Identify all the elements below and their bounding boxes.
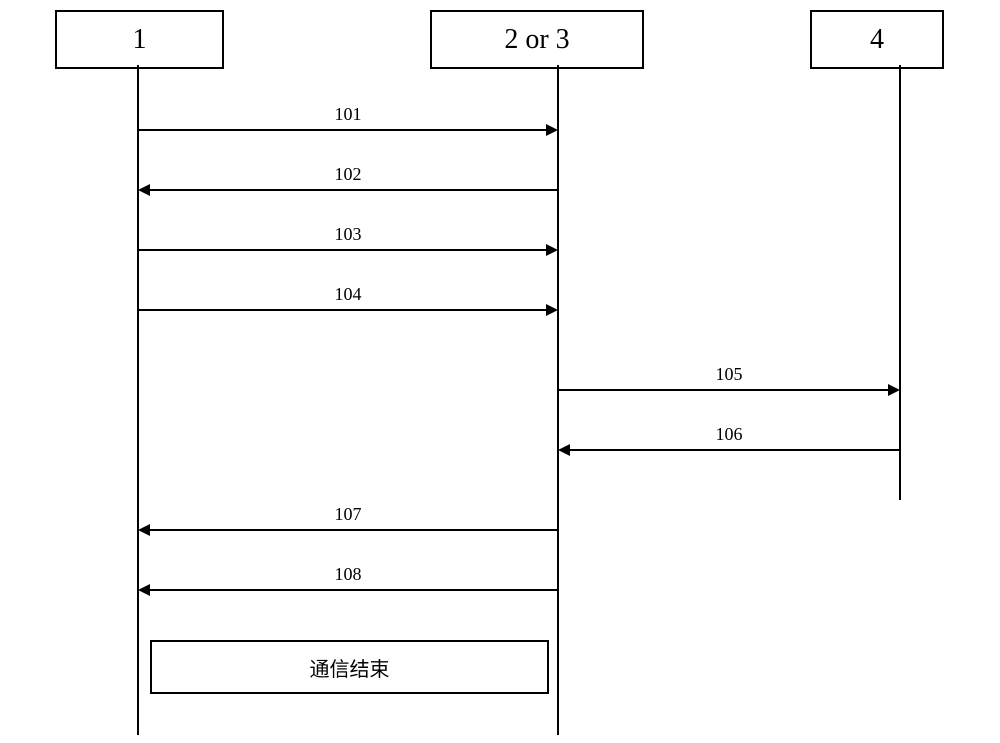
arrowhead-m105	[888, 384, 900, 396]
message-line-m101	[138, 129, 546, 131]
message-line-m106	[570, 449, 900, 451]
message-label-m102: 102	[335, 164, 362, 185]
arrowhead-m108	[138, 584, 150, 596]
message-label-m105: 105	[716, 364, 743, 385]
message-line-m104	[138, 309, 546, 311]
message-label-m106: 106	[716, 424, 743, 445]
message-label-m107: 107	[335, 504, 362, 525]
lifeline-a3	[899, 65, 901, 500]
arrowhead-m102	[138, 184, 150, 196]
message-label-m101: 101	[335, 104, 362, 125]
actor-label-a3: 4	[870, 24, 884, 56]
end-box: 通信结束	[150, 640, 549, 694]
actor-box-a3: 4	[810, 10, 944, 69]
message-line-m102	[150, 189, 558, 191]
arrowhead-m103	[546, 244, 558, 256]
arrowhead-m107	[138, 524, 150, 536]
message-label-m104: 104	[335, 284, 362, 305]
arrowhead-m101	[546, 124, 558, 136]
end-box-label: 通信结束	[310, 653, 390, 682]
message-label-m108: 108	[335, 564, 362, 585]
arrowhead-m106	[558, 444, 570, 456]
message-line-m108	[150, 589, 558, 591]
actor-box-a1: 1	[55, 10, 224, 69]
lifeline-a1	[137, 65, 139, 735]
message-line-m107	[150, 529, 558, 531]
lifeline-a2	[557, 65, 559, 735]
actor-box-a2: 2 or 3	[430, 10, 644, 69]
sequence-diagram-canvas: 1 2 or 3 4 101 102 103 104 105 106 107 108 通信结束	[0, 0, 1000, 743]
arrowhead-m104	[546, 304, 558, 316]
actor-label-a2: 2 or 3	[504, 24, 569, 56]
message-label-m103: 103	[335, 224, 362, 245]
actor-label-a1: 1	[133, 24, 147, 56]
message-line-m103	[138, 249, 546, 251]
message-line-m105	[558, 389, 888, 391]
